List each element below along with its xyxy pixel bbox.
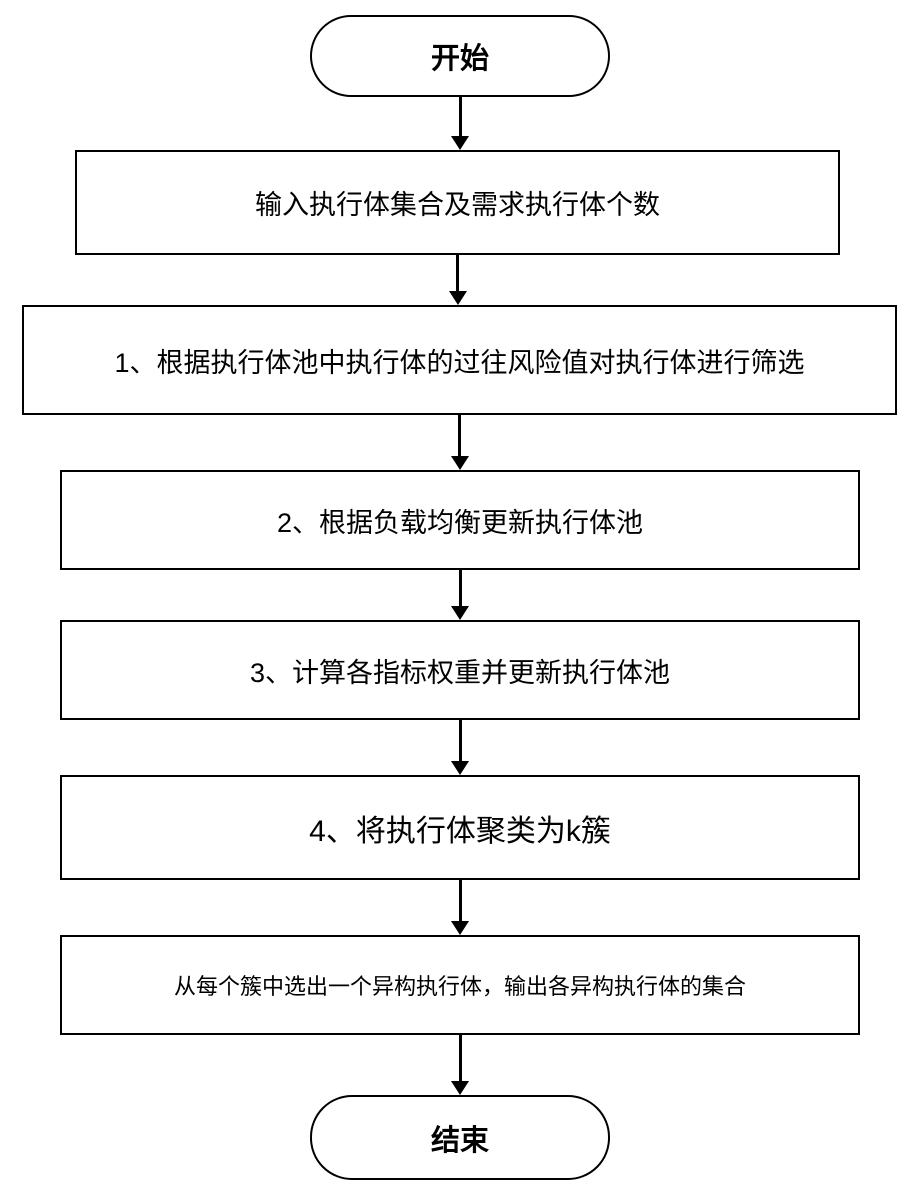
node-label-start: 开始: [431, 35, 489, 77]
edge-head-input-step1: [449, 291, 467, 305]
edge-head-start-input: [451, 136, 469, 150]
node-start: 开始: [310, 15, 610, 97]
node-step3: 3、计算各指标权重并更新执行体池: [60, 620, 860, 720]
edge-head-step2-step3: [451, 606, 469, 620]
node-label-step1: 1、根据执行体池中执行体的过往风险值对执行体进行筛选: [114, 341, 804, 380]
edge-line-step3-step4: [459, 720, 462, 761]
node-step2: 2、根据负载均衡更新执行体池: [60, 470, 860, 570]
node-label-step3: 3、计算各指标权重并更新执行体池: [250, 651, 670, 690]
node-output: 从每个簇中选出一个异构执行体，输出各异构执行体的集合: [60, 935, 860, 1035]
edge-head-step4-output: [451, 921, 469, 935]
flowchart-canvas: 开始输入执行体集合及需求执行体个数 1、根据执行体池中执行体的过往风险值对执行体进…: [0, 0, 917, 1197]
node-input: 输入执行体集合及需求执行体个数: [75, 150, 840, 255]
edge-line-step2-step3: [459, 570, 462, 606]
edge-head-output-end: [451, 1081, 469, 1095]
node-end: 结束: [310, 1095, 610, 1180]
edge-line-input-step1: [456, 255, 459, 291]
node-label-step4: 4、将执行体聚类为k簇: [309, 806, 611, 850]
node-step1: 1、根据执行体池中执行体的过往风险值对执行体进行筛选: [22, 305, 897, 415]
edge-line-step4-output: [459, 880, 462, 921]
node-step4: 4、将执行体聚类为k簇: [60, 775, 860, 880]
node-label-end: 结束: [431, 1117, 489, 1159]
node-label-step2: 2、根据负载均衡更新执行体池: [277, 501, 643, 540]
node-label-input: 输入执行体集合及需求执行体个数: [255, 183, 660, 222]
edge-head-step3-step4: [451, 761, 469, 775]
node-label-output: 从每个簇中选出一个异构执行体，输出各异构执行体的集合: [174, 969, 746, 1001]
edge-line-step1-step2: [458, 415, 461, 456]
edge-head-step1-step2: [451, 456, 469, 470]
edge-line-output-end: [459, 1035, 462, 1081]
edge-line-start-input: [459, 97, 462, 136]
